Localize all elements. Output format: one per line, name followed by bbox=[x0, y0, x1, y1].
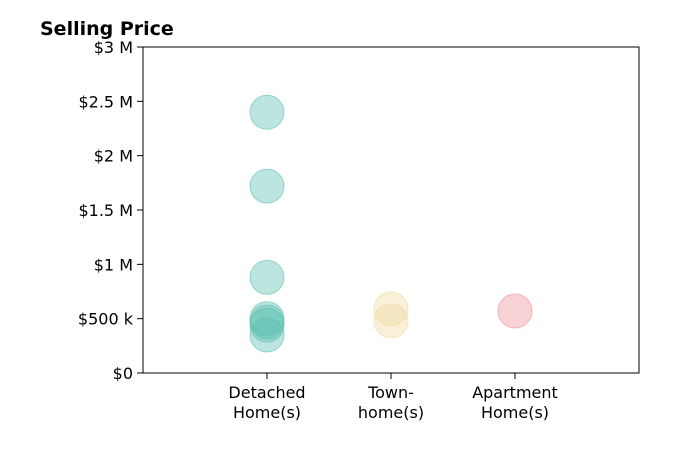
x-tick-label-line: Apartment bbox=[472, 383, 558, 402]
data-point bbox=[249, 307, 285, 343]
x-tick-label: Town-home(s) bbox=[358, 383, 424, 422]
y-axis: $0 $500 k $1 M $1.5 M $2 M $2.5 M $3 M bbox=[78, 38, 143, 383]
data-point bbox=[373, 291, 409, 327]
y-tick-label: $1.5 M bbox=[78, 201, 133, 220]
plot-frame bbox=[142, 46, 640, 374]
x-tick-label-line: Home(s) bbox=[481, 403, 549, 422]
y-tick-label: $2.5 M bbox=[78, 92, 133, 111]
x-tick-label-line: home(s) bbox=[358, 403, 424, 422]
data-point bbox=[249, 94, 285, 130]
data-point bbox=[249, 168, 285, 204]
y-tick-label: $1 M bbox=[94, 255, 133, 274]
y-tick-label: $3 M bbox=[94, 38, 133, 57]
data-point bbox=[249, 259, 285, 295]
y-tick-label: $500 k bbox=[78, 310, 134, 329]
data-points bbox=[249, 94, 533, 353]
x-tick-label: Apartment Home(s) bbox=[472, 383, 558, 422]
data-point bbox=[497, 293, 533, 329]
x-tick-label-line: Detached bbox=[228, 383, 305, 402]
y-tick-label: $2 M bbox=[94, 147, 133, 166]
data-point bbox=[373, 303, 409, 339]
x-tick-label-line: Home(s) bbox=[233, 403, 301, 422]
x-tick-label-line: Town- bbox=[367, 383, 414, 402]
data-point bbox=[249, 317, 285, 353]
y-tick-label: $0 bbox=[113, 364, 133, 383]
x-axis: Detached Home(s)Town-home(s)Apartment Home… bbox=[228, 373, 558, 422]
x-tick-label: Detached Home(s) bbox=[228, 383, 305, 422]
chart-title: Selling Price bbox=[40, 18, 174, 40]
